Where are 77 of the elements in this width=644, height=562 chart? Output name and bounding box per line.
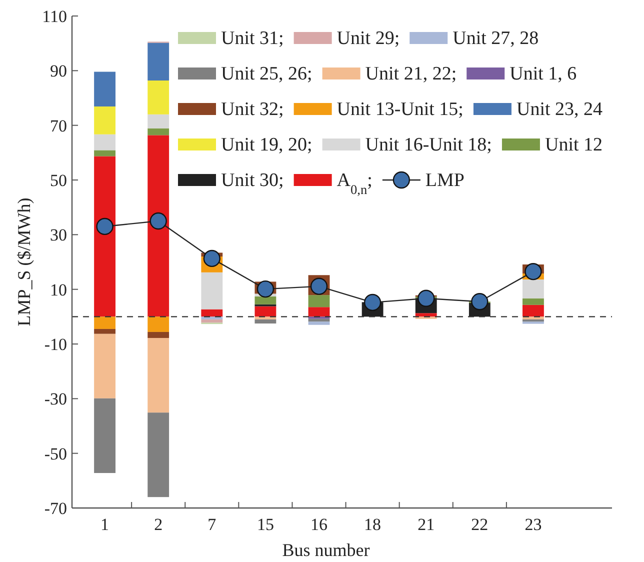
bar [522, 279, 544, 298]
bar [148, 338, 170, 413]
bar [94, 156, 116, 317]
bar [201, 272, 223, 310]
legend-label: Unit 32; [221, 99, 284, 120]
point [150, 212, 167, 230]
bar [522, 319, 544, 322]
bar [254, 296, 276, 304]
bar [148, 412, 170, 498]
legend-label: Unit 1, 6 [510, 64, 577, 84]
point [256, 280, 274, 298]
legend-label: Unit 29; [336, 28, 400, 49]
point [524, 263, 542, 280]
y-tick-label: 110 [42, 6, 67, 26]
bar [148, 42, 170, 81]
bar [415, 313, 437, 317]
x-tick-label: 22 [471, 515, 488, 534]
bar [94, 316, 116, 329]
y-tick-label: -70 [44, 498, 67, 518]
x-tick-label: 18 [364, 515, 382, 534]
legend-label: Unit 23, 24 [516, 99, 603, 120]
legend-label: Unit 30; [221, 170, 284, 191]
bar [94, 150, 116, 156]
bar [522, 304, 544, 317]
bar [148, 135, 170, 317]
point [203, 250, 220, 268]
legend-label: Unit 13-Unit 15; [336, 99, 464, 120]
y-tick-label: -10 [44, 334, 67, 354]
bar [522, 298, 544, 305]
y-tick-label: 70 [50, 116, 67, 136]
legend-label: A$_{0,n}$; [336, 170, 372, 196]
bar [308, 322, 330, 325]
y-axis-title: LMP_S ($/MWh) [14, 198, 34, 326]
bar [94, 134, 116, 150]
bar [148, 128, 170, 136]
y-tick-label: 30 [50, 226, 67, 245]
point [471, 293, 488, 310]
bar [308, 295, 330, 308]
bar [94, 328, 116, 334]
legend-label: Unit 16-Unit 18; [365, 134, 492, 156]
bar [254, 319, 276, 324]
x-tick-label: 1 [100, 515, 110, 534]
x-axis-title: Bus number [282, 540, 370, 560]
legend-label: Unit 31; [221, 28, 284, 49]
bar [308, 318, 330, 322]
point [364, 294, 382, 312]
bar [201, 319, 223, 323]
x-tick-label: 21 [418, 515, 435, 534]
x-tick-label: 16 [310, 515, 328, 534]
y-tick-label: 10 [50, 280, 67, 300]
bar [94, 106, 116, 134]
legend-label: Unit 12 [544, 134, 602, 156]
bar [94, 398, 116, 474]
legend-label: Unit 21, 22; [365, 64, 457, 84]
y-tick-label: 90 [50, 62, 67, 81]
bar [201, 309, 223, 317]
y-tick-label: -30 [44, 390, 67, 409]
legend-label: Unit 27, 28 [452, 28, 539, 49]
legend-label: Unit 25, 26; [221, 64, 312, 84]
bar [94, 334, 116, 398]
y-tick-label: 50 [50, 170, 67, 190]
point [96, 218, 114, 236]
legend-label: LMP [425, 170, 465, 191]
point [418, 290, 435, 307]
bar [148, 114, 170, 128]
bar [148, 316, 170, 332]
x-tick-label: 2 [154, 515, 163, 534]
bar [254, 306, 276, 317]
x-tick-label: 7 [208, 515, 217, 534]
y-tick-label: -50 [44, 444, 67, 464]
bar [148, 332, 170, 338]
bar [94, 72, 116, 106]
x-tick-label: 23 [524, 515, 542, 534]
bar [308, 307, 330, 317]
bar [148, 80, 170, 114]
x-tick-label: 15 [256, 515, 274, 534]
legend-label: Unit 19, 20; [221, 134, 312, 156]
